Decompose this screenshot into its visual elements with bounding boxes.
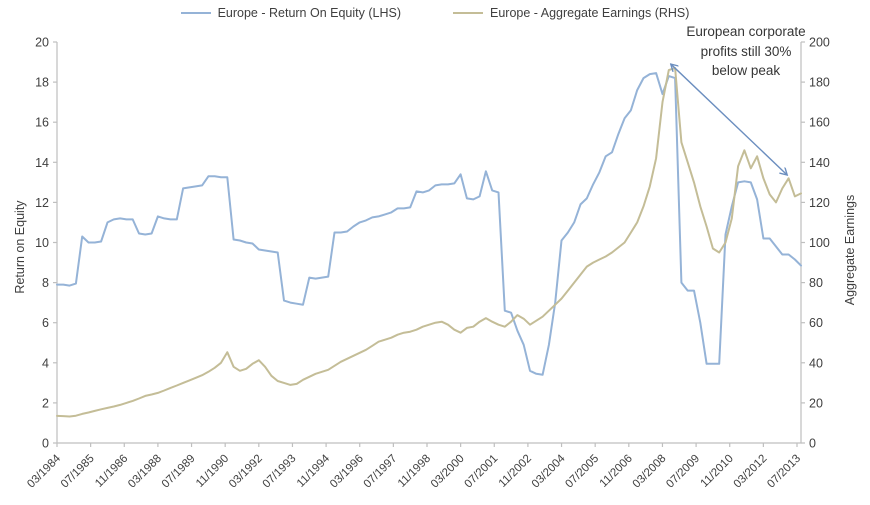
x-axis-tick-label: 03/1996 <box>328 453 366 491</box>
x-axis-tick-label: 11/2002 <box>497 453 534 490</box>
x-axis-tick-label: 03/2000 <box>429 453 467 491</box>
right-axis-tick-label: 100 <box>809 236 830 250</box>
legend-label-roe: Europe - Return On Equity (LHS) <box>217 6 401 20</box>
axes: 0246810121416182002040608010012014016018… <box>25 36 830 491</box>
left-axis-tick-label: 2 <box>42 396 49 410</box>
x-axis-tick-label: 07/2001 <box>463 453 501 491</box>
x-axis-tick-label: 03/2008 <box>631 453 669 491</box>
right-axis-tick-label: 20 <box>809 396 823 410</box>
x-axis-tick-label: 07/2009 <box>664 453 702 491</box>
x-axis-tick-label: 03/1992 <box>227 453 265 491</box>
legend-item-roe: Europe - Return On Equity (LHS) <box>180 6 401 20</box>
x-axis-tick-label: 07/2013 <box>765 453 803 491</box>
x-axis-tick-label: 11/2006 <box>598 453 635 490</box>
left-axis-tick-label: 16 <box>35 116 49 130</box>
x-axis-tick-label: 11/2010 <box>699 453 736 490</box>
annotation-text: European corporate profits still 30% bel… <box>686 24 806 79</box>
right-axis-tick-label: 200 <box>809 36 830 50</box>
roe-line-swatch-icon <box>180 12 211 14</box>
left-axis-title: Return on Equity <box>13 200 27 294</box>
left-axis-tick-label: 18 <box>35 76 49 90</box>
x-axis-tick-label: 07/1993 <box>261 453 299 491</box>
x-axis-tick-label: 07/1997 <box>362 453 400 491</box>
right-axis-tick-label: 40 <box>809 356 823 370</box>
right-axis-tick-label: 140 <box>809 156 830 170</box>
annotation-arrow <box>671 64 787 174</box>
left-axis-tick-label: 20 <box>35 36 49 50</box>
roe-line-series <box>56 72 802 376</box>
x-axis-tick-label: 03/2012 <box>732 453 770 491</box>
left-axis-tick-label: 12 <box>35 196 49 210</box>
left-axis-tick-label: 14 <box>35 156 49 170</box>
right-axis-tick-label: 180 <box>809 76 830 90</box>
x-axis-tick-label: 07/1989 <box>160 453 198 491</box>
x-axis-tick-label: 11/1990 <box>194 453 231 490</box>
x-axis-tick-label: 11/1986 <box>93 453 130 490</box>
legend-item-earnings: Europe - Aggregate Earnings (RHS) <box>453 6 689 20</box>
x-axis-tick-label: 11/1998 <box>396 453 433 490</box>
right-axis-tick-label: 60 <box>809 316 823 330</box>
left-axis-tick-label: 10 <box>35 236 49 250</box>
right-axis-tick-label: 0 <box>809 437 816 451</box>
chart-legend: Europe - Return On Equity (LHS) Europe -… <box>0 6 870 20</box>
earnings-line-swatch-icon <box>453 12 483 14</box>
x-axis-tick-label: 11/1994 <box>295 452 333 490</box>
left-axis-tick-label: 8 <box>42 276 49 290</box>
x-axis-tick-label: 07/2005 <box>563 453 601 491</box>
right-axis-tick-label: 160 <box>809 116 830 130</box>
right-axis-title: Aggregate Earnings <box>843 194 857 306</box>
x-axis-tick-label: 03/1984 <box>25 452 63 490</box>
right-axis-tick-label: 120 <box>809 196 830 210</box>
x-axis-tick-label: 07/1985 <box>59 453 97 491</box>
right-axis-tick-label: 80 <box>809 276 823 290</box>
left-axis-tick-label: 0 <box>42 437 49 451</box>
x-axis-tick-label: 03/2004 <box>530 452 568 490</box>
earnings-line-series <box>56 67 802 418</box>
left-axis-tick-label: 6 <box>42 316 49 330</box>
legend-label-earnings: Europe - Aggregate Earnings (RHS) <box>490 6 690 20</box>
left-axis-tick-label: 4 <box>42 356 49 370</box>
x-axis-tick-label: 03/1988 <box>126 453 164 491</box>
